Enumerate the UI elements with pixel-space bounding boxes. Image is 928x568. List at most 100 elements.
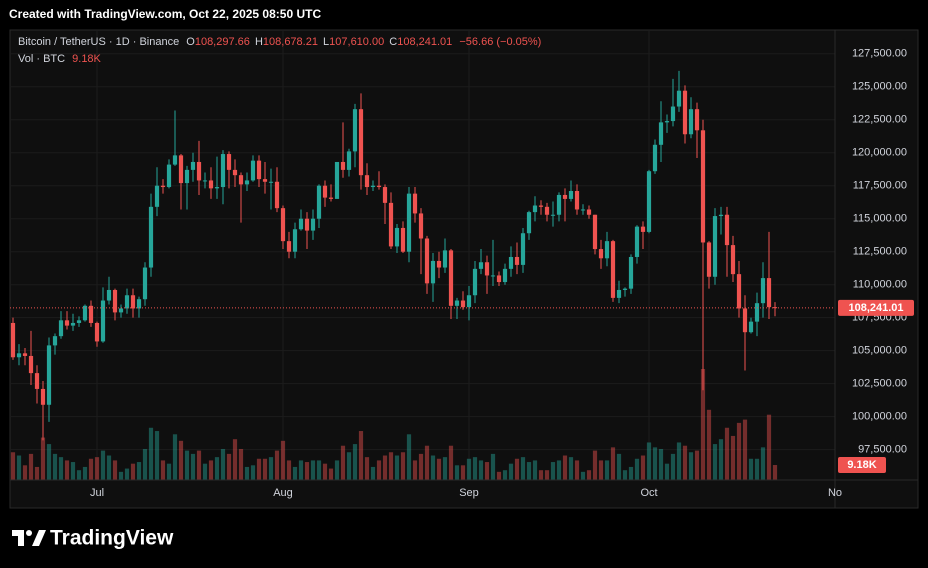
last-price-tag [838,299,914,316]
y-tick-label: 100,000.00 [852,411,907,423]
volume-bar [502,470,508,480]
volume-bar [280,440,286,480]
ohlc-key: H [255,36,263,48]
volume-bar [262,458,268,480]
volume-bar [742,419,748,480]
candle-body [544,206,550,215]
y-tick-label: 125,000.00 [852,81,907,93]
candle-body [550,214,556,216]
volume-bar [304,462,310,480]
candle-body [10,322,16,358]
candle-body [46,345,52,405]
candle-body [340,161,346,170]
candle-body [394,227,400,247]
created-note: Created with TradingView.com, Oct 22, 20… [9,7,321,21]
candle-body [178,155,184,184]
candle-body [430,260,436,284]
volume-bar [70,462,76,480]
volume-bar [430,455,436,480]
volume-bar [250,465,256,480]
candle-body [382,187,388,203]
symbol: Bitcoin / TetherUS · 1D · Binance [18,36,179,48]
candle-body [172,155,178,165]
volume-bar [412,460,418,480]
candle-body [754,303,760,322]
volume-bar [268,457,274,480]
volume-bar [478,460,484,480]
volume-bar [670,453,676,480]
volume-bar [556,460,562,480]
volume-bar [676,442,682,480]
volume-bar [76,470,82,480]
candle-body [496,275,502,283]
candle-body [16,353,22,358]
volume-bar [508,463,514,480]
volume-bar [424,445,430,480]
candle-body [448,250,454,306]
candle-body [526,212,532,234]
candle-body [556,194,562,215]
candle-body [22,353,28,356]
volume-bar [706,409,712,480]
volume-bar [202,463,208,480]
candle-body [76,320,82,323]
volume-bar [604,460,610,480]
volume-bar [232,439,238,480]
volume-bar [634,458,640,480]
x-tick-label: No [828,487,842,499]
volume-bar [364,457,370,480]
candle-body [670,106,676,122]
candle-body [214,187,220,189]
candle-body [250,160,256,181]
candle-body [286,241,292,252]
volume-bar [538,470,544,480]
candle-body [28,355,34,374]
candle-body [718,214,724,217]
volume-bar [688,452,694,480]
candle-body [376,185,382,188]
candle-body [388,202,394,247]
volume-bar [286,460,292,480]
candle-body [706,242,712,277]
volume-bar [226,453,232,480]
volume-bar [28,453,34,480]
volume-bar [340,445,346,480]
candle-body [52,336,58,346]
candle-body [322,185,328,198]
volume-bar [238,448,244,480]
volume-bar [646,442,652,480]
x-tick-label: Aug [273,487,293,499]
candle-body [370,185,376,188]
volume-bar [586,470,592,480]
candle-body [424,238,430,284]
volume-bar [190,453,196,480]
candle-body [124,295,130,309]
candle-body [640,226,646,232]
volume-bar [454,465,460,480]
candle-body [508,256,514,269]
candle-body [142,267,148,300]
candle-body [166,164,172,188]
volume-bar [316,460,322,480]
candle-body [748,321,754,333]
volume-bar [322,463,328,480]
candle-body [154,185,160,207]
candle-body [766,278,772,308]
volume-bar [148,427,154,480]
volume-bar [448,445,454,480]
candle-body [346,151,352,170]
volume-bar [568,457,574,480]
volume-bar [184,450,190,480]
change: −56.66 (−0.05%) [459,36,541,48]
volume-bar [52,453,58,480]
x-tick-label: Sep [459,487,479,499]
volume-bar [532,460,538,480]
volume-bar [520,457,526,480]
candle-body [58,320,64,337]
candle-body [694,109,700,131]
volume-bar [172,434,178,480]
volume-bar [358,431,364,480]
volume-bar [418,453,424,480]
volume-bar [514,458,520,480]
candle-body [700,130,706,243]
